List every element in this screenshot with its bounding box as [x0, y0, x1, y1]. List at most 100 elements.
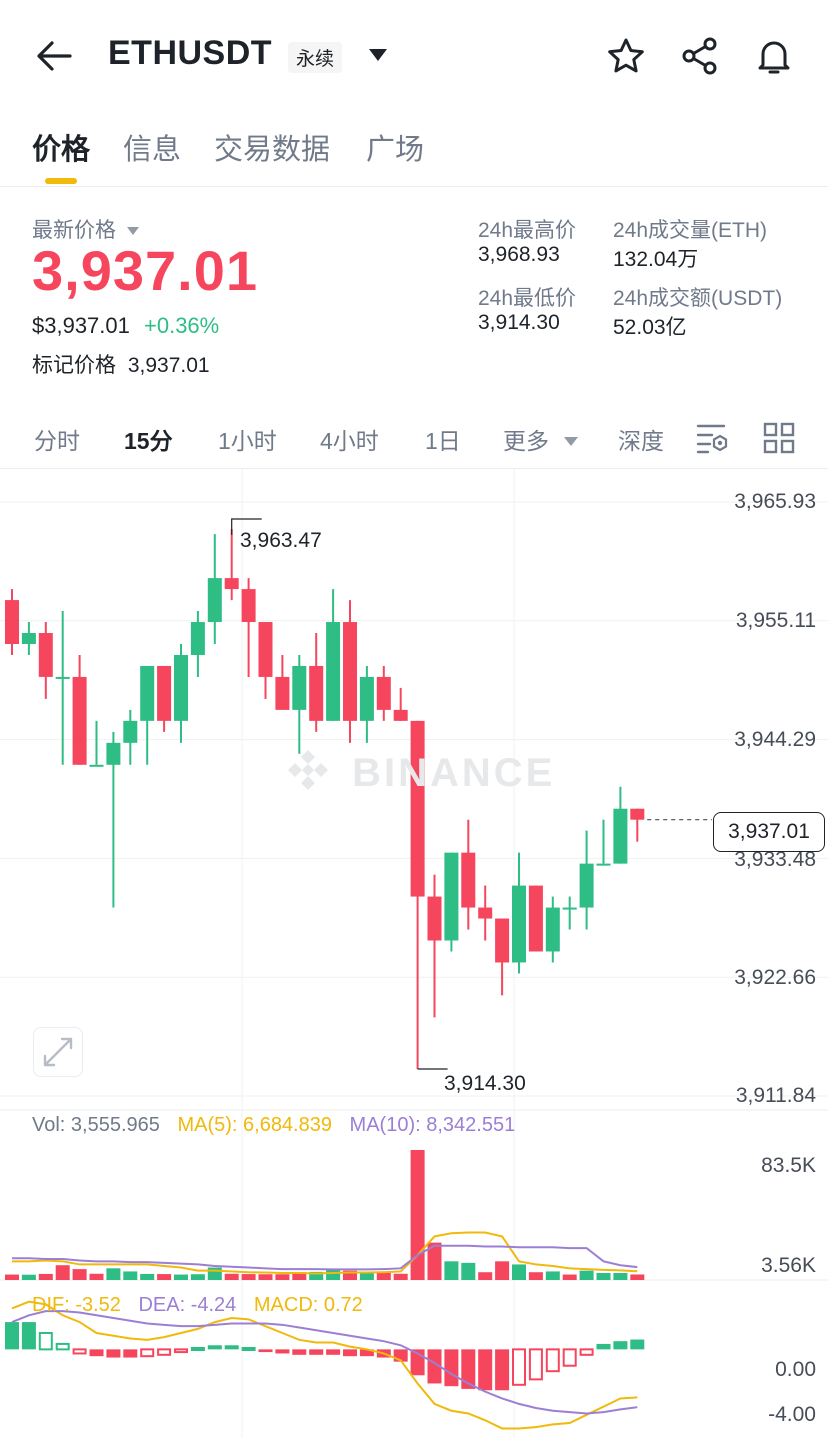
mark-price-label: 标记价格 — [32, 354, 116, 377]
volume-bar — [123, 1271, 138, 1280]
candle-body — [579, 863, 594, 908]
volume-bar — [528, 1272, 543, 1280]
volume-bar — [427, 1242, 442, 1280]
volume-bar — [157, 1274, 172, 1280]
volume-bar — [596, 1272, 611, 1280]
y-tick-3: 3,933.48 — [734, 848, 816, 871]
candle-body — [140, 665, 155, 721]
interval-1h[interactable]: 1小时 — [218, 428, 277, 454]
interval-4h[interactable]: 4小时 — [320, 428, 379, 454]
macd-histogram-bar — [613, 1341, 628, 1350]
vol-label: Vol: 3,555.965 — [32, 1114, 160, 1136]
share-icon[interactable] — [680, 36, 720, 76]
volume-bar — [630, 1274, 645, 1280]
macd-histogram-bar — [275, 1349, 290, 1354]
latest-price: 3,937.01 — [32, 239, 258, 302]
vol-ma10-label: MA(10): 8,342.551 — [349, 1114, 516, 1136]
volume-bar — [376, 1272, 391, 1280]
interval-depth[interactable]: 深度 — [618, 428, 664, 454]
interval-time-share[interactable]: 分时 — [34, 428, 80, 454]
low-value: 3,914.30 — [478, 311, 560, 334]
high-value: 3,968.93 — [478, 243, 560, 266]
volume-bar — [207, 1267, 222, 1280]
candle-body — [478, 907, 493, 919]
interval-15m[interactable]: 15分 — [124, 428, 173, 454]
bell-icon[interactable] — [754, 36, 794, 76]
usd-price-row: $3,937.01 +0.36% — [32, 313, 219, 339]
candle-body — [495, 918, 510, 963]
volume-bar — [72, 1269, 87, 1280]
volume-bar — [106, 1268, 121, 1280]
candlestick-chart[interactable] — [0, 468, 828, 1438]
tab-trading-data[interactable]: 交易数据 — [214, 134, 331, 166]
volume-bar — [562, 1274, 577, 1280]
candle-body — [106, 742, 121, 765]
macd-histogram-bar — [292, 1349, 307, 1355]
header: ETHUSDT 永续 — [0, 0, 828, 110]
macd-histogram-bar — [478, 1349, 493, 1391]
macd-histogram-bar — [495, 1349, 510, 1391]
candle-body — [326, 622, 341, 721]
volume-bar — [275, 1274, 290, 1280]
volume-bar — [190, 1274, 205, 1280]
pair-title[interactable]: ETHUSDT — [108, 34, 273, 72]
volume-bar — [410, 1150, 425, 1280]
volume-bar — [309, 1271, 324, 1280]
macd-histogram-bar — [630, 1339, 645, 1350]
vol-tick-0: 83.5K — [761, 1154, 816, 1177]
layout-grid-icon[interactable] — [763, 422, 795, 454]
macd-histogram-bar — [427, 1349, 442, 1384]
low-marker-label: 3,914.30 — [444, 1072, 526, 1095]
high-label: 24h最高价 — [478, 219, 577, 242]
y-tick-5: 3,911.84 — [735, 1084, 816, 1107]
macd-histogram-bar — [190, 1347, 205, 1351]
candle-body — [38, 633, 53, 677]
price-change: +0.36% — [144, 313, 220, 338]
watermark-text: BINANCE — [352, 751, 556, 795]
amount-value: 52.03亿 — [613, 316, 687, 339]
macd-histogram-bar — [562, 1348, 577, 1367]
volume-bar — [545, 1271, 560, 1280]
candle-body — [309, 665, 324, 721]
macd-histogram-bar — [343, 1349, 357, 1357]
candle-body — [528, 885, 543, 952]
candle-body — [427, 896, 442, 941]
interval-1d[interactable]: 1日 — [425, 428, 461, 454]
volume-bar — [461, 1262, 476, 1280]
tab-square[interactable]: 广场 — [366, 134, 425, 166]
tab-info[interactable]: 信息 — [123, 134, 182, 166]
volume-legend: Vol: 3,555.965 MA(5): 6,684.839 MA(10): … — [32, 1114, 515, 1137]
candle-body — [512, 885, 526, 963]
volume-bar — [258, 1274, 273, 1280]
macd-dea-line — [11, 1310, 638, 1415]
vol-tick-1: 3.56K — [761, 1254, 816, 1277]
interval-more[interactable]: 更多 — [503, 422, 579, 456]
candle-body — [241, 589, 256, 623]
macd-histogram-bar — [21, 1322, 36, 1350]
volume-bar — [5, 1274, 19, 1280]
star-icon[interactable] — [606, 36, 646, 76]
back-arrow-icon[interactable] — [34, 36, 74, 76]
candle-body — [89, 764, 104, 767]
volume-bar — [241, 1274, 256, 1280]
tab-price[interactable]: 价格 — [32, 134, 91, 166]
indicator-settings-icon[interactable] — [696, 422, 730, 454]
latest-price-label[interactable]: 最新价格 — [32, 214, 139, 244]
candle-body — [258, 622, 273, 677]
fullscreen-button[interactable] — [33, 1027, 83, 1077]
candle-body — [444, 852, 459, 941]
macd-legend: DIF: -3.52 DEA: -4.24 MACD: 0.72 — [32, 1294, 363, 1317]
macd-histogram-bar — [140, 1348, 155, 1358]
macd-histogram-bar — [258, 1349, 273, 1353]
y-tick-2: 3,944.29 — [734, 728, 816, 751]
volume-bar — [174, 1274, 188, 1280]
volume-bar — [512, 1264, 526, 1280]
candle-body — [174, 654, 188, 721]
candle-body — [55, 676, 70, 679]
macd-histogram-bar — [326, 1349, 341, 1355]
macd-histogram-bar — [579, 1348, 594, 1356]
volume-bar — [579, 1270, 594, 1280]
macd-histogram-bar — [174, 1348, 188, 1354]
volume-bar — [292, 1272, 307, 1280]
mark-price: 3,937.01 — [127, 354, 210, 377]
